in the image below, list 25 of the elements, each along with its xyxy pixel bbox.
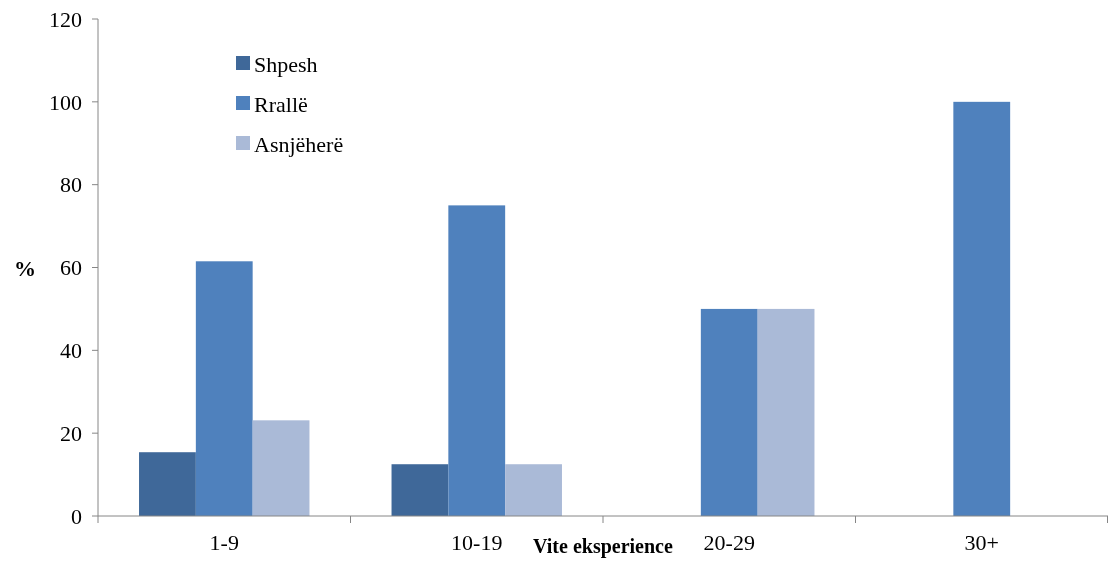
bar [195,261,253,516]
y-tick-label: 120 [49,6,82,32]
x-axis-title: Vite eksperience [533,535,674,558]
bar [757,308,815,516]
y-tick-label: 0 [71,503,82,529]
bar [700,308,758,516]
bar [953,101,1011,516]
bar [252,420,310,516]
bar [139,452,196,516]
y-axis-title: % [14,255,36,281]
bar [505,464,562,516]
x-tick-label: 10-19 [451,530,503,555]
y-tick-label: 40 [60,338,82,364]
y-tick-label: 80 [60,172,82,198]
bar [391,464,449,516]
bar [448,205,506,516]
x-tick-label: 1-9 [209,530,239,555]
y-tick-label: 60 [60,255,82,281]
y-tick-label: 100 [49,89,82,115]
legend-label: Shpesh [254,51,318,77]
legend-label: Rrallë [254,91,308,117]
x-tick-label: 30+ [964,530,999,555]
x-tick-label: 20-29 [703,530,755,555]
y-tick-label: 20 [60,420,82,446]
legend-label: Asnjëherë [254,131,344,157]
